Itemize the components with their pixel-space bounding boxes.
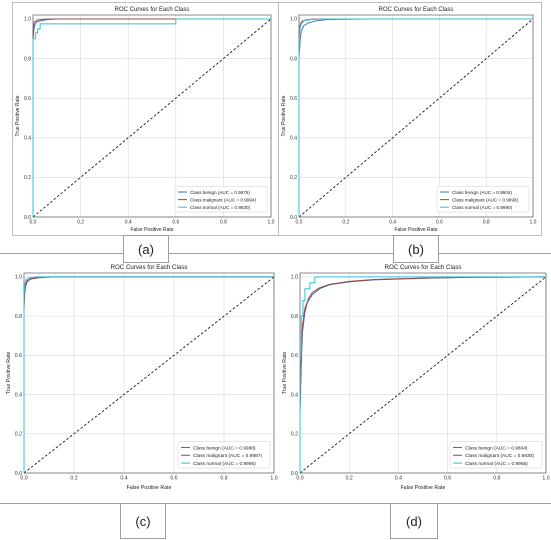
y-tick-label: 1.0 (291, 275, 298, 281)
chart-a: ROC Curves for Each Class 0.0 0.0 0.2 0.2 0.4… (13, 3, 277, 233)
roc-chart-c: ROC Curves for Each Class 0.00.0 0.2 0.2 0.4… (6, 264, 278, 491)
x-tick-label: 0.0 (296, 220, 303, 226)
legend-entry-label: Class normal (AUC = 0.9965) (465, 461, 528, 467)
legend-box (177, 441, 271, 469)
roc-curve-series-2 (299, 276, 546, 473)
x-tick-label: 0.4 (395, 476, 402, 482)
legend-box (174, 185, 268, 213)
x-axis-label: False Positive Rate (130, 227, 173, 233)
x-tick-label: 0.8 (220, 220, 227, 226)
chance-diagonal-line (298, 18, 534, 218)
x-tick-label: 0.2 (342, 220, 349, 226)
legend-entry-label: Class malignant (AUC = 0.9987) (193, 453, 262, 459)
legend-box (436, 185, 530, 213)
roc-curve-series-1 (32, 18, 271, 217)
y-tick-label: 0.6 (290, 96, 297, 102)
legend-entry-label: Class benign (AUC = 0.9904) (452, 190, 512, 195)
roc-chart-d: ROC Curves for Each Class 0.00.0 0.2 0.2 0.4… (282, 264, 550, 491)
chance-diagonal-line (299, 276, 547, 474)
y-tick-label: 1.0 (24, 17, 31, 23)
y-tick-label: 1.0 (15, 275, 22, 281)
y-tick-label: 0.4 (15, 392, 22, 398)
legend-entry-label: Class benign (AUC = 0.9975) (190, 190, 250, 195)
roc-curve-series-2 (23, 276, 274, 473)
y-tick-label: 0.0 (291, 471, 298, 477)
caption-c: (c) (120, 503, 166, 539)
chart-title: ROC Curves for Each Class (115, 7, 190, 13)
x-tick-label: 0.4 (389, 220, 396, 226)
roc-chart-a: ROC Curves for Each Class 0.00.0 0.2 0.2 0.4… (15, 7, 275, 233)
x-tick-label: 0.8 (493, 476, 500, 482)
y-tick-label: 0.6 (291, 353, 298, 359)
legend-entry-label: Class benign (AUC = 0.9988) (193, 445, 256, 451)
legend-box (449, 441, 543, 469)
x-tick-label: 1.0 (270, 476, 277, 482)
legend-entry-label: Class normal (AUC = 0.9995) (193, 461, 256, 467)
legend-entry-label: Class malignant (AUC = 0.9994) (190, 197, 256, 202)
y-tick-label: 0.8 (290, 56, 297, 62)
chance-diagonal-line (23, 276, 275, 474)
y-tick-label: 0.8 (24, 56, 31, 62)
roc-curve-series-2 (32, 18, 271, 217)
y-axis-label: True Positive Rate (6, 352, 12, 395)
x-axis-label: False Positive Rate (394, 227, 437, 233)
y-tick-label: 0.4 (290, 136, 297, 142)
x-tick-label: 0.0 (296, 476, 303, 482)
chart-title: ROC Curves for Each Class (384, 264, 461, 271)
x-tick-label: 0.8 (220, 476, 227, 482)
x-tick-label: 1.0 (542, 476, 549, 482)
y-tick-label: 0.2 (15, 432, 22, 438)
chart-b: ROC Curves for Each Class 0.0 0.0 0.2 0.2 0.4… (279, 3, 539, 233)
x-tick-label: 0.4 (120, 476, 127, 482)
x-tick-label: 0.0 (20, 476, 27, 482)
caption-b: (b) (393, 235, 439, 263)
caption-a: (a) (123, 235, 169, 263)
x-tick-label: 0.6 (172, 220, 179, 226)
legend-entry-label: Class benign (AUC = 0.9804) (465, 445, 528, 451)
y-tick-label: 0.8 (291, 314, 298, 320)
y-tick-label: 0.4 (291, 392, 298, 398)
y-tick-label: 0.6 (24, 96, 31, 102)
chart-d: ROC Curves for Each Class 0.0 0.0 0.2 0.2 0.4… (278, 259, 550, 491)
y-axis-label: True Positive Rate (15, 95, 21, 136)
legend-entry-label: Class normal (AUC = 0.9990) (452, 205, 513, 210)
y-tick-label: 0.0 (290, 215, 297, 221)
chart-title: ROC Curves for Each Class (110, 264, 187, 271)
y-axis-label: True Positive Rate (282, 352, 288, 395)
x-tick-label: 1.0 (530, 220, 537, 226)
y-tick-label: 0.2 (290, 175, 297, 181)
chance-diagonal-line (32, 18, 272, 218)
y-axis-label: True Positive Rate (281, 95, 287, 136)
caption-d: (d) (390, 503, 438, 539)
x-tick-label: 0.0 (30, 220, 37, 226)
x-tick-label: 0.6 (436, 220, 443, 226)
x-tick-label: 0.8 (483, 220, 490, 226)
chart-c: ROC Curves for Each Class 0.0 0.0 0.2 0.2 0.4… (2, 259, 278, 491)
x-tick-label: 0.6 (170, 476, 177, 482)
y-tick-label: 0.6 (15, 353, 22, 359)
roc-chart-b: ROC Curves for Each Class 0.00.0 0.2 0.2 0.4… (281, 7, 537, 233)
x-tick-label: 0.4 (125, 220, 132, 226)
x-axis-label: False Positive Rate (127, 485, 172, 491)
chart-title: ROC Curves for Each Class (379, 7, 454, 13)
separator-line-top (0, 253, 551, 254)
legend-entry-label: Class malignant (AUC = 0.9998) (452, 197, 518, 202)
legend-entry-label: Class normal (AUC = 0.9830) (190, 205, 251, 210)
legend-entry-label: Class malignant (AUC = 0.9830) (465, 453, 534, 459)
y-tick-label: 0.2 (24, 175, 31, 181)
x-tick-label: 0.2 (346, 476, 353, 482)
x-axis-label: False Positive Rate (401, 485, 446, 491)
roc-curve-series-2 (298, 18, 533, 217)
y-tick-label: 0.4 (24, 136, 31, 142)
y-tick-label: 0.0 (24, 215, 31, 221)
x-tick-label: 0.6 (444, 476, 451, 482)
x-tick-label: 1.0 (268, 220, 275, 226)
separator-line-bottom (0, 503, 551, 504)
y-tick-label: 1.0 (290, 17, 297, 23)
x-tick-label: 0.2 (70, 476, 77, 482)
x-tick-label: 0.2 (77, 220, 84, 226)
y-tick-label: 0.2 (291, 432, 298, 438)
y-tick-label: 0.8 (15, 314, 22, 320)
y-tick-label: 0.0 (15, 471, 22, 477)
